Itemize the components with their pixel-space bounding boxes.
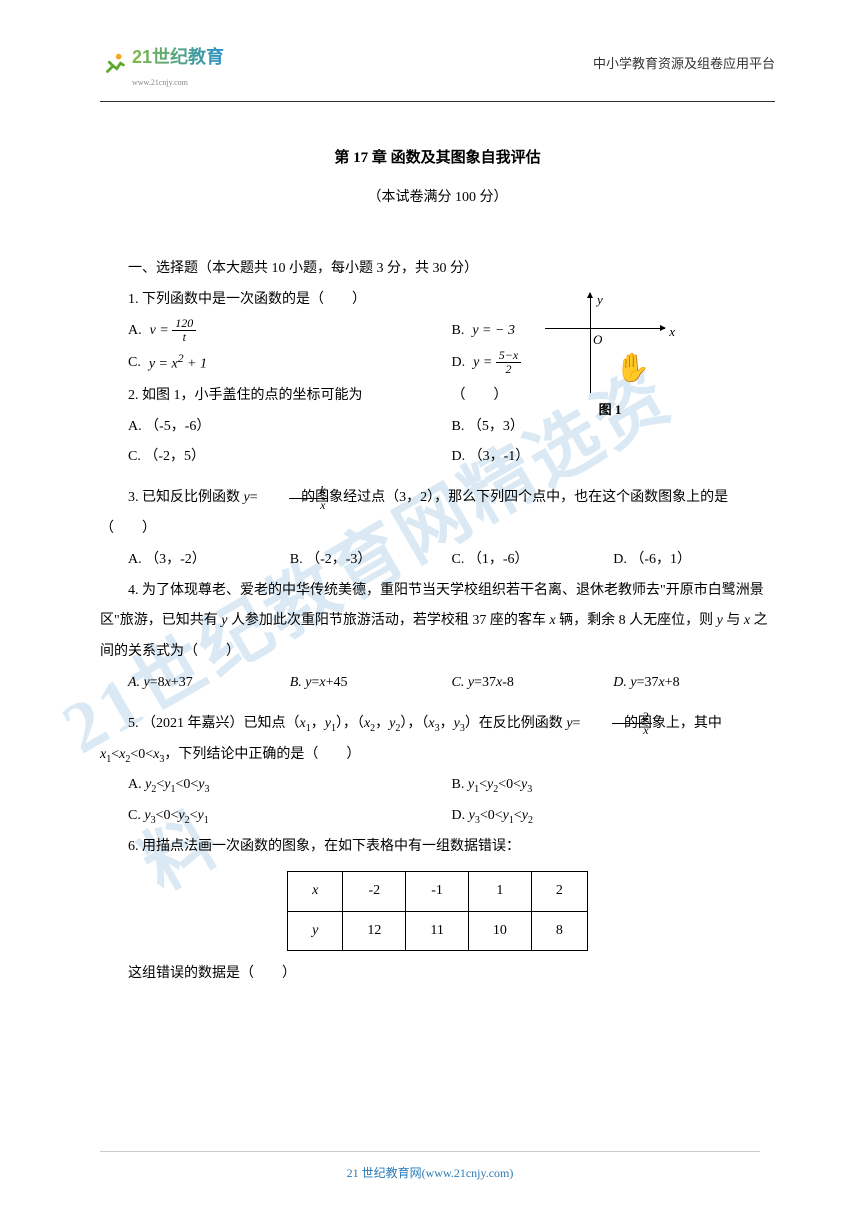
q3-options: A. （3，-2） B. （-2，-3） C. （1，-6） D. （-6，1）: [100, 545, 775, 576]
coordinate-axes: y x O ✋: [545, 298, 665, 398]
page-subtitle: （本试卷满分 100 分）: [100, 183, 775, 214]
table-cell: y: [288, 911, 343, 951]
q5-option-b: B. y1<y2<0<y3: [452, 770, 776, 801]
q5-options-row1: A. y2<y1<0<y3 B. y1<y2<0<y3: [100, 770, 775, 801]
q6-data-table: x -2 -1 1 2 y 12 11 10 8: [287, 871, 588, 952]
option-label: B.: [452, 316, 465, 347]
table-cell: 2: [531, 871, 587, 911]
q3-option-c: C. （1，-6）: [452, 545, 614, 576]
page-content: 21世纪教育 www.21cnjy.com 中小学教育资源及组卷应用平台 第 1…: [100, 38, 775, 990]
math-expression: y = − 3: [472, 316, 515, 347]
page-title: 第 17 章 函数及其图象自我评估: [100, 142, 775, 175]
logo-url: www.21cnjy.com: [132, 74, 224, 92]
table-cell: 1: [468, 871, 531, 911]
x-axis-label: x: [669, 318, 675, 347]
q5-option-c: C. y3<0<y2<y1: [128, 801, 452, 832]
table-cell: 10: [468, 911, 531, 951]
q3-prefix: 3. 已知反比例函数: [128, 490, 244, 505]
q2-option-a: A. （-5，-6）: [128, 412, 452, 443]
origin-label: O: [593, 326, 602, 355]
y-axis: [590, 293, 591, 393]
page-header: 21世纪教育 www.21cnjy.com 中小学教育资源及组卷应用平台: [100, 38, 775, 91]
q2-option-c: C. （-2，5）: [128, 442, 452, 473]
header-right-text: 中小学教育资源及组卷应用平台: [593, 50, 775, 79]
q1-option-a: A. v = 120t: [128, 316, 452, 347]
graph-caption: 图 1: [545, 396, 675, 425]
graph-figure-1: y x O ✋ 图 1: [545, 298, 675, 425]
table-cell: 8: [531, 911, 587, 951]
y-axis-label: y: [597, 286, 603, 315]
runner-icon: [100, 51, 128, 79]
math-expression: v = 120t: [150, 316, 197, 347]
page-footer: 21 世纪教育网(www.21cnjy.com): [100, 1151, 760, 1186]
q4-option-c: C. y=37x-8: [452, 668, 614, 699]
q5-options-row2: C. y3<0<y2<y1 D. y3<0<y1<y2: [100, 801, 775, 832]
table-cell: x: [288, 871, 343, 911]
q4-text2: 人参加此次重阳节旅游活动，若学校租 37 座的客车: [227, 613, 549, 628]
q4-option-d: D. y=37x+8: [613, 668, 775, 699]
question-4: 4. 为了体现尊老、爱老的中华传统美德，重阳节当天学校组织若干名离、退休老教师去…: [100, 576, 775, 668]
eq: =: [573, 716, 581, 731]
table-cell: 12: [343, 911, 406, 951]
q3-paren: （ ）: [100, 514, 775, 545]
q4-option-a: A. y=8x+37: [128, 668, 290, 699]
q4-text4: 与: [723, 613, 744, 628]
q5-prefix: 5. （2021 年嘉兴）已知点（: [128, 716, 300, 731]
q5-mid1: ），（: [336, 716, 364, 731]
q3-suffix: 的图象经过点（3，2），那么下列四个点中，也在这个函数图象上的是: [301, 490, 728, 505]
q5-mid2: ），（: [400, 716, 428, 731]
q2-options-row2: C. （-2，5） D. （3，-1）: [100, 442, 775, 473]
header-divider: [100, 101, 775, 102]
table-cell: -2: [343, 871, 406, 911]
logo: 21世纪教育 www.21cnjy.com: [100, 38, 224, 91]
q5-option-d: D. y3<0<y1<y2: [452, 801, 776, 832]
math-expression: y = x2 + 1: [149, 346, 207, 380]
option-label: D.: [452, 348, 466, 379]
x-axis: [545, 328, 665, 329]
q2-option-d: D. （3，-1）: [452, 442, 776, 473]
logo-text: 21世纪教育: [132, 47, 224, 67]
option-label: A.: [128, 316, 142, 347]
q3-option-a: A. （3，-2）: [128, 545, 290, 576]
q3-option-b: B. （-2，-3）: [290, 545, 452, 576]
table-cell: -1: [406, 871, 468, 911]
q5-mid3: ）在反比例函数: [465, 716, 567, 731]
q1-option-c: C. y = x2 + 1: [128, 346, 452, 380]
eq: =: [250, 490, 258, 505]
q5-suffix1: 的图象上，其中: [624, 716, 722, 731]
q4-options: A. y=8x+37 B. y=x+45 C. y=37x-8 D. y=37x…: [100, 668, 775, 699]
q4-option-b: B. y=x+45: [290, 668, 452, 699]
question-3: 3. 已知反比例函数 y= kx的图象经过点（3，2），那么下列四个点中，也在这…: [100, 483, 775, 514]
q2-text: 2. 如图 1，小手盖住的点的坐标可能为: [128, 388, 363, 403]
section-heading: 一、选择题（本大题共 10 小题，每小题 3 分，共 30 分）: [100, 254, 775, 285]
question-5: 5. （2021 年嘉兴）已知点（x1，y1），（x2，y2），（x3，y3）在…: [100, 709, 775, 771]
q5-option-a: A. y2<y1<0<y3: [128, 770, 452, 801]
q4-text3: 辆，剩余 8 人无座位，则: [556, 613, 717, 628]
q3-option-d: D. （-6，1）: [613, 545, 775, 576]
q2-paren: （ ）: [452, 388, 508, 403]
table-cell: 11: [406, 911, 468, 951]
table-row: y 12 11 10 8: [288, 911, 588, 951]
hand-icon: ✋: [615, 338, 650, 400]
q5-suffix2: ，下列结论中正确的是（ ）: [164, 747, 360, 762]
option-label: C.: [128, 348, 141, 379]
math-expression: y = 5−x2: [473, 348, 521, 379]
q6-ending: 这组错误的数据是（ ）: [100, 959, 775, 990]
table-row: x -2 -1 1 2: [288, 871, 588, 911]
question-6: 6. 用描点法画一次函数的图象，在如下表格中有一组数据错误：: [100, 832, 775, 863]
